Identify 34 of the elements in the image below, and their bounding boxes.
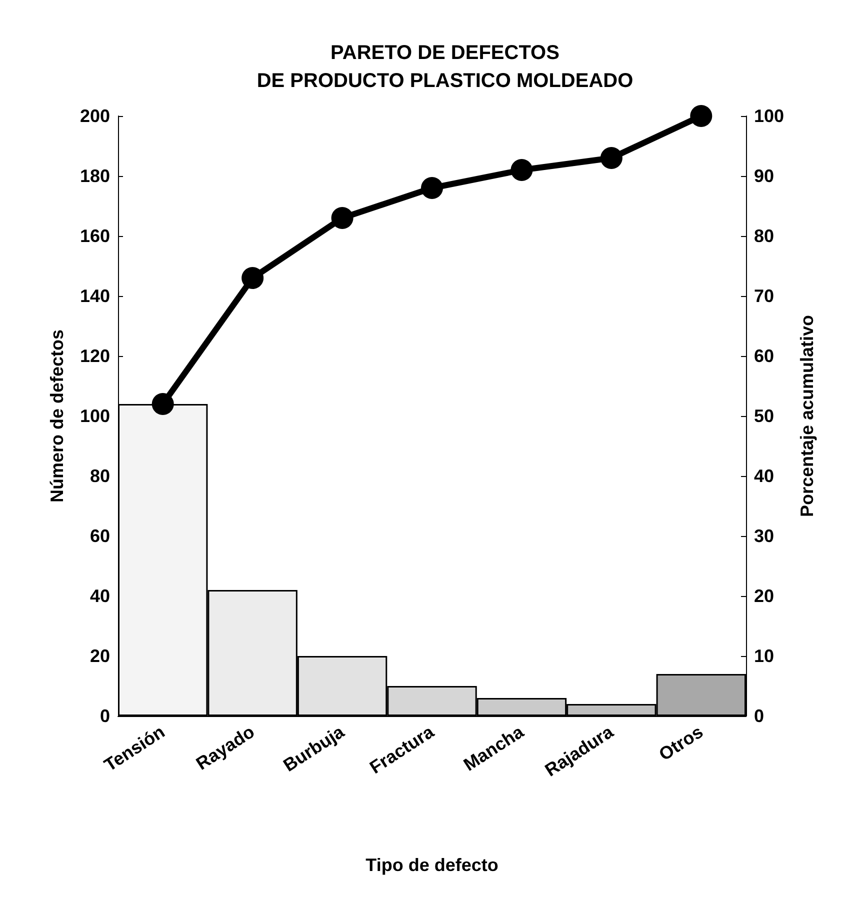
y-tick-label: 40 [90,586,110,606]
point [242,267,264,289]
chart-title: PARETO DE DEFECTOS DE PRODUCTO PLASTICO MOLDEADO [256,42,634,92]
point [690,105,712,127]
y-tick-label: 0 [100,706,110,726]
y-tick-label: 120 [80,346,110,366]
y-tick-label: 140 [80,286,110,306]
x-axis-title: Tipo de defecto [366,855,498,875]
y2-tick-label: 70 [754,286,774,306]
y-axis-title: Número de defectos [47,329,67,503]
y2-tick-label: 60 [754,346,774,366]
y2-tick-label: 30 [754,526,774,546]
y2-tick-label: 50 [754,406,774,426]
point [510,159,533,181]
point [331,207,354,229]
y-tick-label: 60 [90,526,110,546]
x-tick-label: Otros [655,722,707,765]
y2-tick-label: 0 [754,706,764,726]
point [421,177,443,199]
y2-axis-title: Porcentaje acumulativo [797,314,817,518]
y2-tick-label: 20 [754,586,774,606]
y-tick-label: 200 [80,106,110,126]
y-tick-label: 20 [90,646,110,666]
y2-tick-label: 100 [754,106,784,126]
point [600,147,622,169]
y-tick-label: 180 [80,166,110,186]
y2-tick-label: 40 [754,466,774,486]
y2-tick-label: 80 [754,226,774,246]
y2-tick-label: 90 [754,166,774,186]
y-tick-label: 100 [80,406,110,426]
point [152,393,174,415]
y-tick-label: 160 [80,226,110,246]
y-tick-label: 80 [90,466,110,486]
y2-tick-label: 10 [754,646,774,666]
